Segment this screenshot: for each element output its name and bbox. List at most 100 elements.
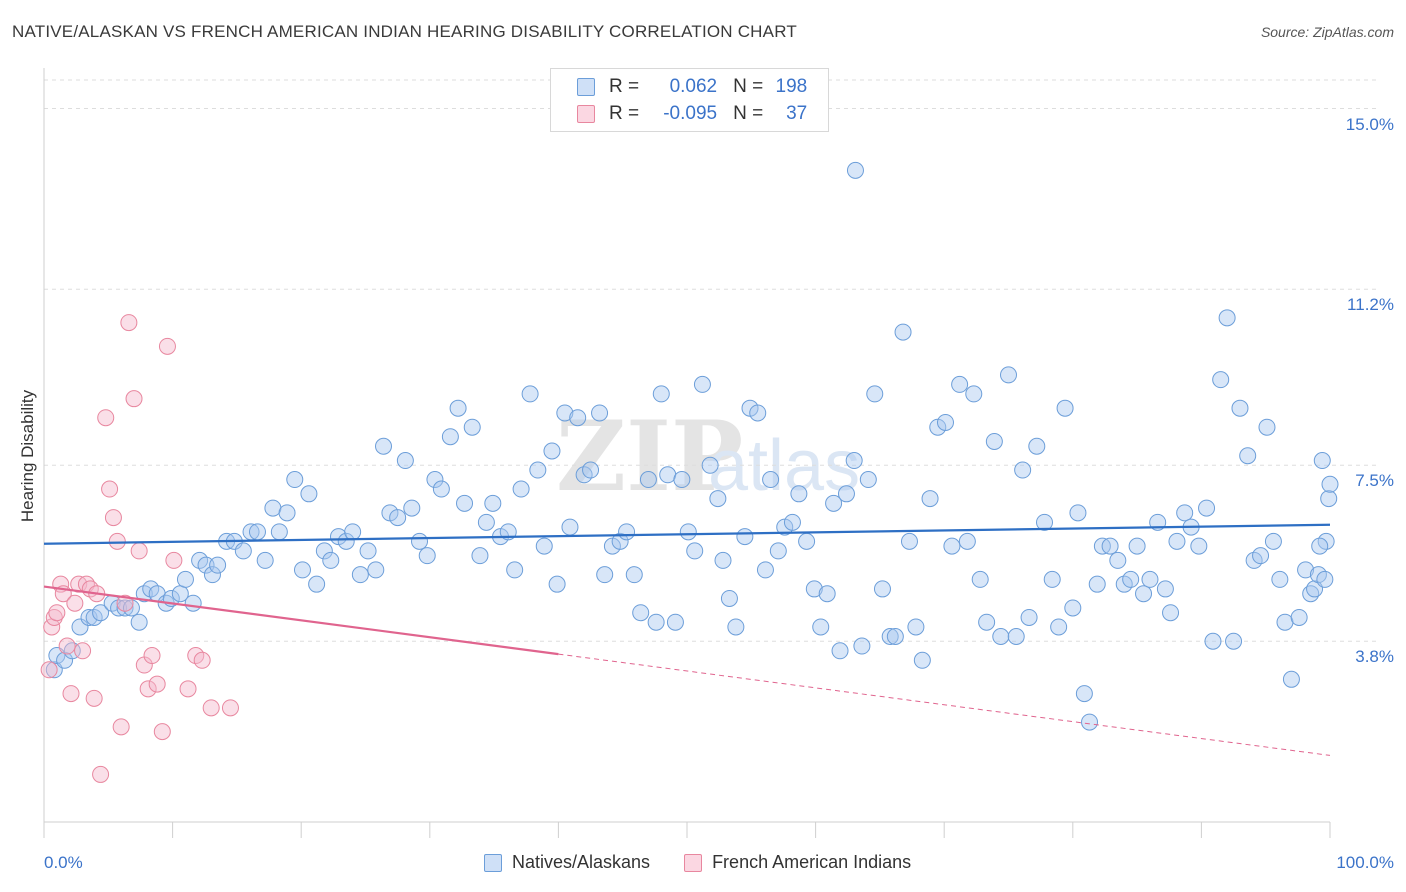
y-tick-label: 3.8% [1355, 647, 1394, 667]
data-point [418, 547, 436, 565]
data-point [1321, 475, 1339, 493]
data-point [120, 314, 138, 332]
data-point [907, 618, 925, 636]
data-point [1109, 551, 1127, 569]
data-point [1020, 608, 1038, 626]
data-point [749, 404, 767, 422]
data-point [886, 628, 904, 645]
trend-lines [43, 523, 1331, 756]
data-point [441, 428, 459, 446]
data-point [411, 532, 429, 550]
data-point [1313, 452, 1331, 470]
data-point [375, 437, 393, 455]
data-point [837, 485, 855, 503]
legend-r-value: -0.095 [663, 103, 718, 124]
series-french-american-indians [40, 314, 239, 783]
data-point [639, 471, 657, 489]
data-point [1014, 461, 1032, 479]
data-point [92, 604, 110, 622]
data-point [1252, 547, 1270, 565]
data-point [1135, 585, 1153, 603]
data-point [561, 518, 579, 536]
legend-row-french: R = -0.095 N = 37 [577, 102, 807, 126]
data-point [264, 499, 282, 517]
data-point [471, 547, 489, 565]
data-point [783, 513, 801, 531]
data-point [825, 494, 843, 512]
legend-n-label: N = [733, 103, 764, 124]
data-point [143, 647, 161, 665]
data-point [286, 471, 304, 489]
data-point [965, 385, 983, 403]
trend-line-extension [558, 653, 1331, 756]
legend-r-value: 0.062 [669, 76, 718, 97]
axes [43, 68, 1331, 838]
data-point [978, 613, 996, 631]
data-point [315, 542, 333, 560]
data-point [1190, 537, 1208, 555]
data-point [535, 537, 553, 555]
data-point [845, 452, 863, 470]
data-point [270, 523, 288, 541]
data-point [736, 528, 754, 546]
data-point [179, 680, 197, 698]
data-point [1204, 632, 1222, 650]
data-point [971, 570, 989, 588]
data-point [769, 542, 787, 560]
data-point [831, 642, 849, 660]
data-point [396, 452, 414, 470]
data-point [894, 323, 912, 341]
legend-swatch-blue [577, 78, 595, 96]
data-point [1282, 670, 1300, 688]
data-point [762, 471, 780, 489]
data-point [477, 513, 495, 531]
data-point [632, 604, 650, 622]
y-tick-label: 11.2% [1347, 295, 1394, 315]
data-point [693, 375, 711, 393]
source-label: Source: ZipAtlas.com [1260, 24, 1394, 40]
data-point [1056, 399, 1074, 417]
data-point [727, 618, 745, 636]
data-point [1069, 504, 1087, 522]
data-point [176, 570, 194, 588]
watermark-atlas: atlas [708, 426, 860, 506]
data-point [85, 689, 103, 707]
data-point [1050, 618, 1068, 636]
data-point [1101, 537, 1119, 555]
data-point [202, 699, 220, 717]
data-point [221, 699, 239, 717]
data-point [130, 542, 148, 560]
x-tick-label-max: 100.0% [1336, 853, 1394, 872]
data-point [108, 532, 126, 550]
data-point [1311, 537, 1329, 555]
data-point [1141, 570, 1159, 588]
data-point [139, 680, 157, 698]
data-point [308, 575, 326, 593]
data-point [529, 461, 547, 479]
data-point [48, 604, 66, 622]
data-point [1081, 713, 1099, 731]
data-point [234, 542, 252, 560]
data-point [71, 618, 89, 636]
data-point [45, 608, 63, 626]
y-tick-label: 15.0% [1345, 114, 1394, 134]
data-point [647, 613, 665, 631]
data-point [936, 413, 954, 431]
data-point [40, 661, 58, 679]
data-point [679, 523, 697, 541]
data-point [521, 385, 539, 403]
data-point [900, 532, 918, 550]
data-point [859, 471, 877, 489]
series-legend: Natives/Alaskans French American Indians [484, 852, 911, 873]
data-point [1000, 366, 1017, 384]
data-point [1198, 499, 1216, 517]
legend-n-value: 37 [786, 103, 808, 124]
data-point [62, 685, 80, 703]
data-point [101, 480, 119, 498]
data-point [958, 532, 976, 550]
x-tick-label-min: 0.0% [44, 853, 83, 872]
data-point [92, 765, 110, 783]
data-point [951, 375, 969, 393]
data-point [596, 566, 614, 584]
